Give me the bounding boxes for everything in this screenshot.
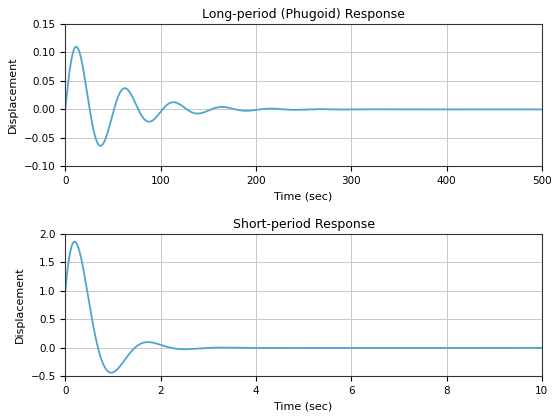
X-axis label: Time (sec): Time (sec) <box>274 192 333 202</box>
Title: Short-period Response: Short-period Response <box>232 218 375 231</box>
Title: Long-period (Phugoid) Response: Long-period (Phugoid) Response <box>202 8 405 21</box>
Y-axis label: Displacement: Displacement <box>15 267 25 344</box>
Y-axis label: Displacement: Displacement <box>8 57 18 134</box>
X-axis label: Time (sec): Time (sec) <box>274 402 333 412</box>
